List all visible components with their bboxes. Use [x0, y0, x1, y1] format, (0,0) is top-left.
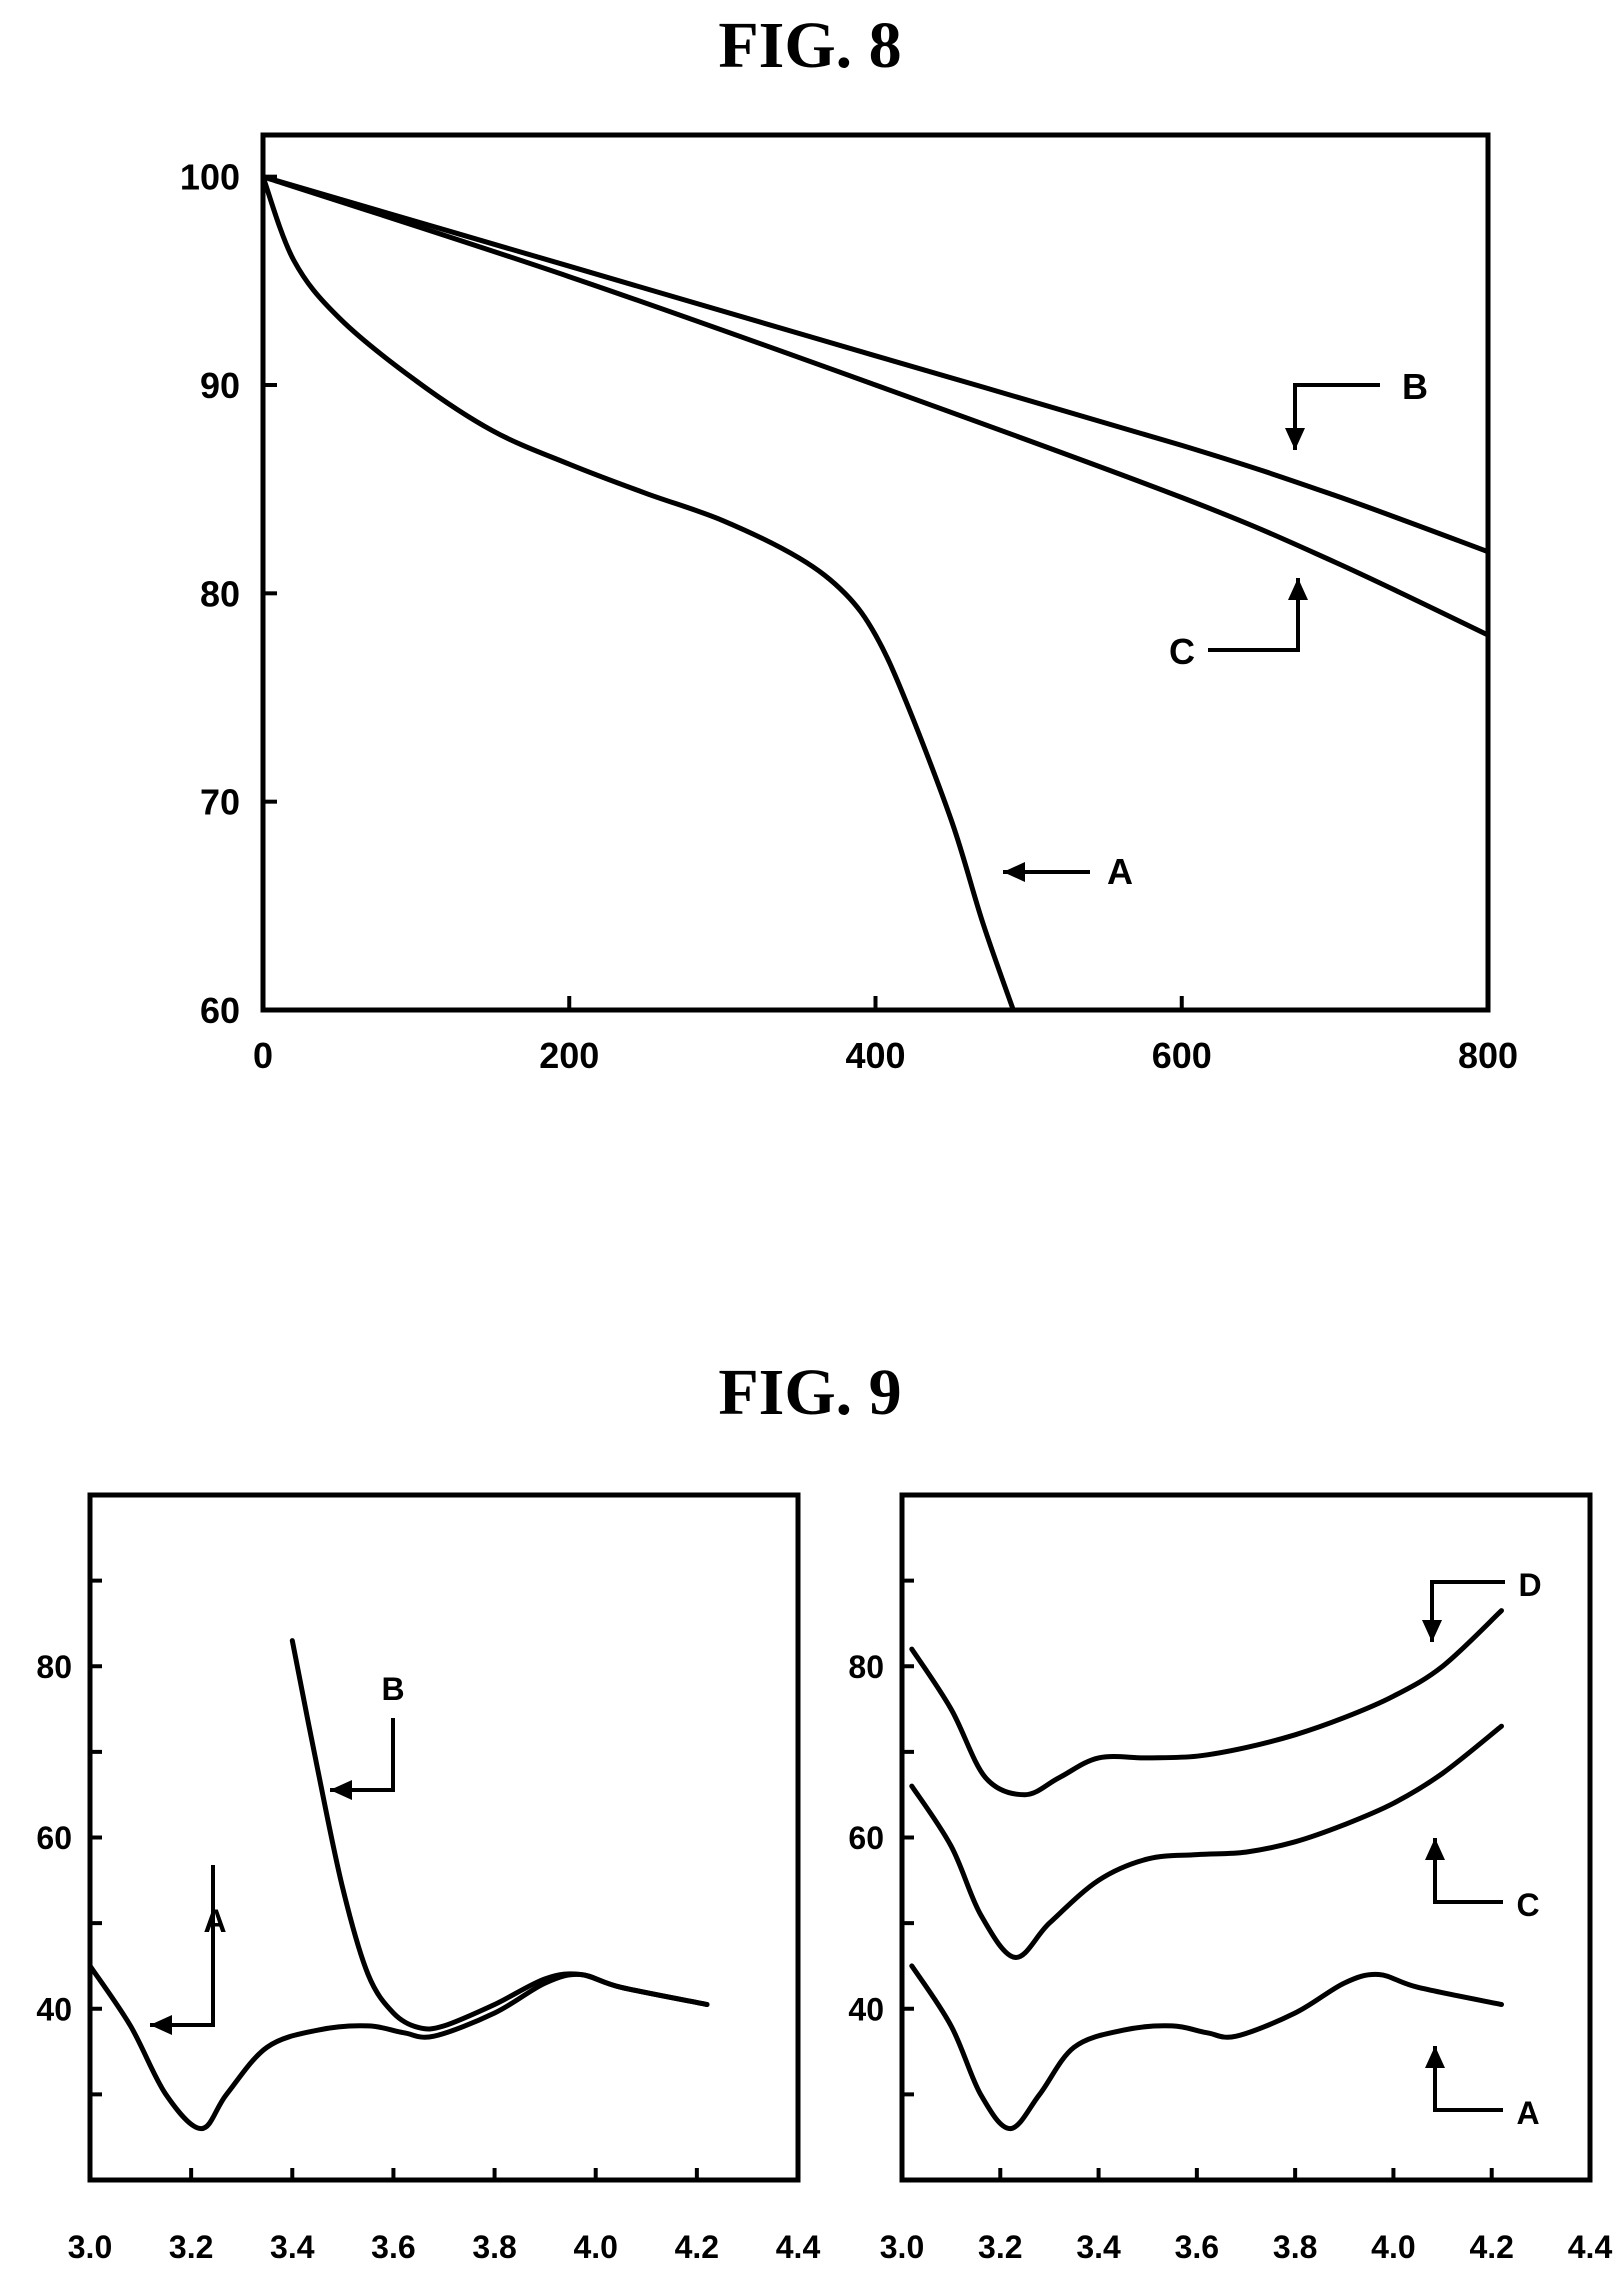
- x-tick-label: 600: [1152, 1035, 1212, 1076]
- x-tick-label: 200: [539, 1035, 599, 1076]
- annotation-arrow-C: [1208, 578, 1300, 652]
- x-tick-label: 3.8: [472, 2229, 516, 2265]
- x-tick-label: 3.2: [169, 2229, 213, 2265]
- series-line-B: [260, 174, 1491, 555]
- annotation-arrowhead-A: [1425, 2046, 1445, 2068]
- annotation-arrowhead-B: [1285, 428, 1305, 450]
- y-tick-label: 80: [200, 573, 240, 614]
- series-line-C: [909, 1723, 1504, 1960]
- x-tick-label: 800: [1458, 1035, 1518, 1076]
- series-line-A: [260, 174, 1016, 1013]
- plot-frame: [899, 1492, 1593, 2183]
- series-line-B: [289, 1638, 710, 2032]
- y-tick-label: 90: [200, 365, 240, 406]
- y-tick-label: 100: [180, 157, 240, 198]
- annotation-label-A: A: [203, 1903, 226, 1939]
- annotation-arrow-C: [1433, 1838, 1503, 1904]
- fig8-chart: 0 200 400 600 800 60 70 80 90 100 A B C: [180, 132, 1518, 1076]
- y-tick-label: 40: [36, 1991, 72, 2027]
- annotation-arrowhead-C: [1425, 1838, 1445, 1860]
- x-tick-label: 4.4: [1568, 2229, 1613, 2265]
- annotation-arrowhead-A: [150, 2015, 172, 2035]
- x-tick-label: 3.6: [371, 2229, 415, 2265]
- annotation-label-B: B: [1402, 366, 1428, 407]
- y-tick-label: 60: [848, 1820, 884, 1856]
- annotation-label-A: A: [1107, 851, 1133, 892]
- x-tick-label: 4.0: [573, 2229, 617, 2265]
- x-tick-label: 4.2: [675, 2229, 719, 2265]
- x-tick-label: 3.0: [880, 2229, 924, 2265]
- x-tick-label: 3.4: [1076, 2229, 1121, 2265]
- annotation-arrowhead-D: [1422, 1620, 1442, 1642]
- y-tick-label: 60: [200, 990, 240, 1031]
- x-tick-label: 400: [845, 1035, 905, 1076]
- annotation-label-C: C: [1516, 1887, 1539, 1923]
- x-tick-label: 3.4: [270, 2229, 315, 2265]
- y-tick-label: 80: [36, 1649, 72, 1685]
- series-line-D: [909, 1608, 1504, 1798]
- annotation-arrowhead-B: [330, 1780, 352, 1800]
- annotation-label-B: B: [381, 1671, 404, 1707]
- y-tick-label: 70: [200, 782, 240, 823]
- fig9-title: FIG. 9: [718, 1356, 902, 1429]
- x-tick-label: 4.0: [1371, 2229, 1415, 2265]
- fig8-title: FIG. 8: [718, 9, 902, 82]
- y-tick-label: 80: [848, 1649, 884, 1685]
- annotation-arrowhead-C: [1288, 578, 1308, 600]
- x-tick-label: 0: [253, 1035, 273, 1076]
- y-tick-label: 60: [36, 1820, 72, 1856]
- x-tick-label: 4.2: [1469, 2229, 1513, 2265]
- series-line-A: [909, 1963, 1504, 2132]
- x-tick-label: 3.0: [68, 2229, 112, 2265]
- annotation-arrow-A: [1433, 2046, 1503, 2112]
- x-tick-label: 3.8: [1273, 2229, 1317, 2265]
- annotation-label-A: A: [1516, 2095, 1539, 2131]
- y-tick-label: 40: [848, 1991, 884, 2027]
- x-tick-label: 3.6: [1175, 2229, 1219, 2265]
- x-tick-label: 4.4: [776, 2229, 821, 2265]
- x-tick-label: 3.2: [978, 2229, 1022, 2265]
- series-line-C: [260, 174, 1491, 638]
- annotation-label-D: D: [1518, 1567, 1541, 1603]
- annotation-arrowhead-A: [1003, 862, 1025, 882]
- annotation-label-C: C: [1169, 631, 1195, 672]
- annotation-arrow-D: [1430, 1580, 1505, 1642]
